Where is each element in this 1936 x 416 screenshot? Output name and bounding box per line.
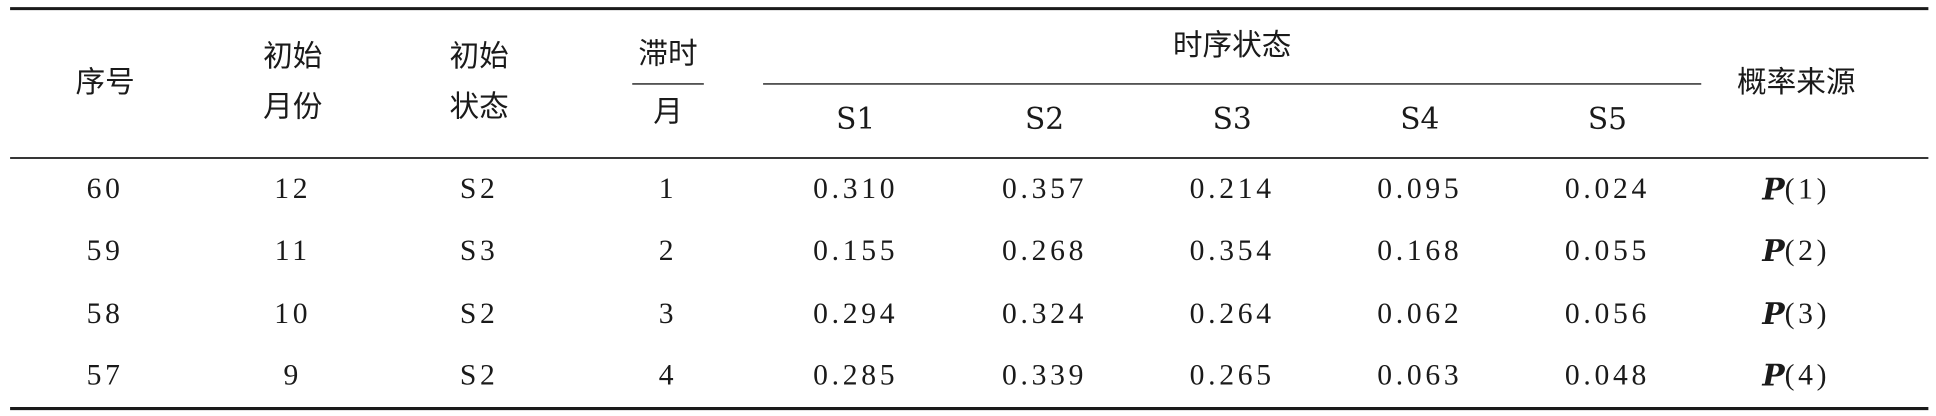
cell: 0.324 <box>1002 298 1087 330</box>
cell: 4 <box>659 360 678 392</box>
cell: 60 <box>87 173 124 205</box>
cell: 10 <box>274 298 311 330</box>
symbol: P <box>1761 171 1785 206</box>
header-cell: 状态 <box>450 90 509 124</box>
symbol: P <box>1761 358 1785 393</box>
cell: 0.056 <box>1565 298 1650 330</box>
header-cell: S1 <box>836 102 875 136</box>
cell: 0.168 <box>1377 235 1462 267</box>
cell: 1 <box>659 173 678 205</box>
cell: 0.310 <box>813 173 898 205</box>
source-cell: P(3) <box>1761 296 1830 331</box>
arg: (2) <box>1785 235 1831 267</box>
cell: 58 <box>87 298 124 330</box>
header-cell: 序号 <box>76 65 135 99</box>
cell: 0.214 <box>1190 173 1275 205</box>
cell: 0.264 <box>1190 298 1275 330</box>
cell: 12 <box>274 173 311 205</box>
cell: 9 <box>284 360 303 392</box>
header-cell: 初始 <box>263 39 322 73</box>
arg: (1) <box>1785 173 1831 205</box>
cell: S2 <box>460 173 499 205</box>
cell: 0.048 <box>1565 360 1650 392</box>
cell: 0.062 <box>1377 298 1462 330</box>
header-cell: 滞时 <box>638 37 697 71</box>
cell: 57 <box>87 360 124 392</box>
cell: S2 <box>460 298 499 330</box>
symbol: P <box>1761 233 1785 268</box>
header-cell: 概率来源 <box>1737 65 1855 99</box>
cell: S2 <box>460 360 499 392</box>
cell: 0.063 <box>1377 360 1462 392</box>
cell: 3 <box>659 298 678 330</box>
header-cell: S3 <box>1213 102 1252 136</box>
cell: 0.055 <box>1565 235 1650 267</box>
header-cell: 时序状态 <box>1173 28 1291 62</box>
cell: 0.265 <box>1190 360 1275 392</box>
cell: 59 <box>87 235 124 267</box>
header-cell: 初始 <box>450 39 509 73</box>
header-cell: S4 <box>1400 102 1439 136</box>
source-cell: P(4) <box>1761 358 1830 393</box>
cell: 0.294 <box>813 298 898 330</box>
cell: 0.354 <box>1190 235 1275 267</box>
source-cell: P(2) <box>1761 233 1830 268</box>
header-cell: 月份 <box>263 90 322 124</box>
cell: 0.357 <box>1002 173 1087 205</box>
cell: 0.285 <box>813 360 898 392</box>
symbol: P <box>1761 296 1785 331</box>
header-cell: 月 <box>653 95 683 129</box>
cell: 0.339 <box>1002 360 1087 392</box>
arg: (4) <box>1785 360 1831 392</box>
cell: S3 <box>460 235 499 267</box>
cell: 11 <box>275 235 311 267</box>
source-cell: P(1) <box>1761 171 1830 206</box>
header-cell: S2 <box>1025 102 1064 136</box>
arg: (3) <box>1785 298 1831 330</box>
cell: 2 <box>659 235 678 267</box>
cell: 0.024 <box>1565 173 1650 205</box>
cell: 0.268 <box>1002 235 1087 267</box>
header-cell: S5 <box>1588 102 1627 136</box>
cell: 0.095 <box>1377 173 1462 205</box>
cell: 0.155 <box>813 235 898 267</box>
